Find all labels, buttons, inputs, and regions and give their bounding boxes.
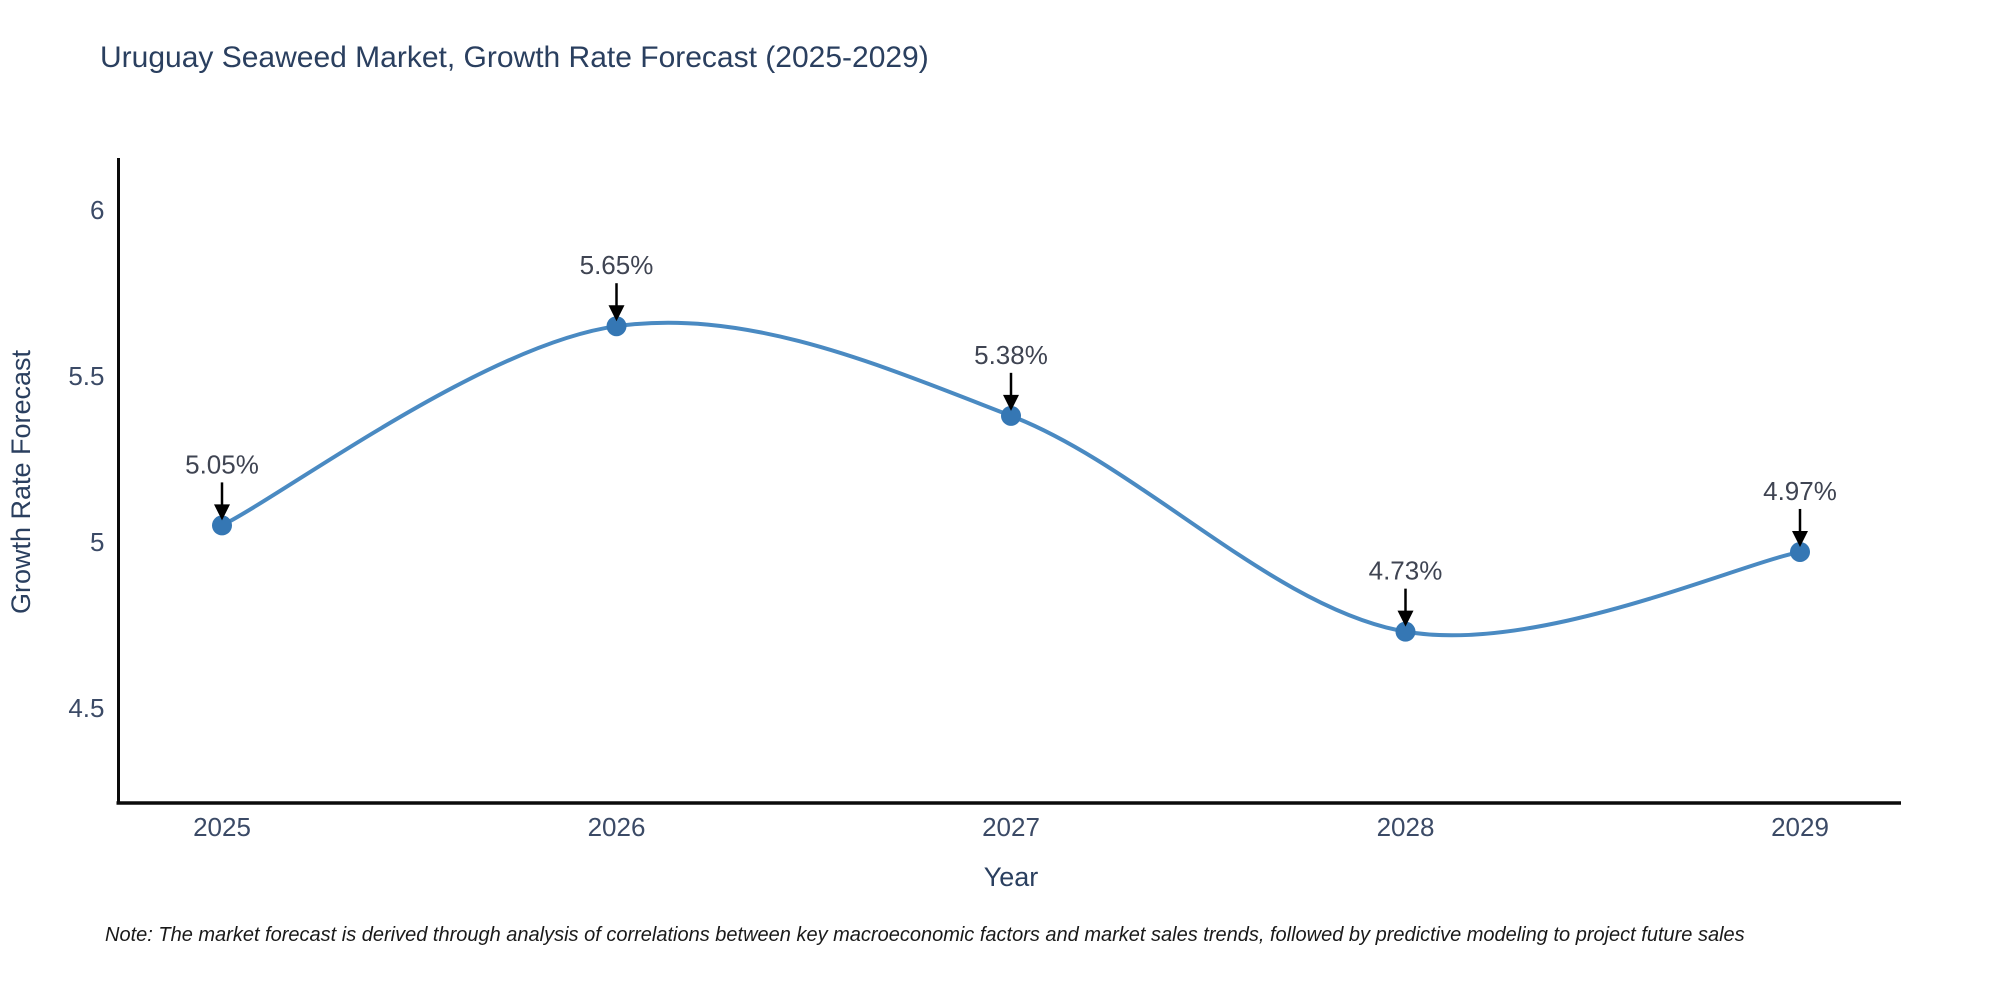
annotation-arrowhead [608,305,625,322]
chart-title: Uruguay Seaweed Market, Growth Rate Fore… [100,41,929,74]
y-tick-label: 4.5 [68,693,104,723]
data-point-marker [1395,621,1416,642]
x-axis-title: Year [984,862,1039,892]
data-point-label: 5.65% [580,250,654,280]
plot-area: 4.5 5 5.5 6 2025 2026 2027 2028 2029 5.05% 5.65% 5.… [68,158,1901,842]
y-tick-label: 5 [90,527,104,557]
annotation-arrowhead [1003,394,1019,411]
data-point-marker [1790,541,1810,562]
data-point-marker [1001,405,1021,426]
annotation-arrowhead [1792,530,1808,547]
data-point-marker [212,515,232,536]
data-point-label: 5.38% [974,340,1048,370]
data-point-marker [606,316,627,337]
x-tick-label: 2027 [982,812,1040,842]
x-tick-label: 2025 [193,812,251,842]
data-point-label: 5.05% [185,449,259,479]
data-point-label: 4.97% [1763,476,1837,506]
x-tick-label: 2029 [1771,812,1829,842]
y-axis-title: Growth Rate Forecast [6,349,36,614]
y-tick-label: 6 [90,195,104,225]
data-point-label: 4.73% [1369,556,1443,586]
annotation-arrowhead [214,504,230,521]
y-tick-label: 5.5 [68,361,104,391]
x-tick-label: 2026 [588,812,646,842]
annotation-arrowhead [1397,610,1414,627]
x-tick-label: 2028 [1377,812,1435,842]
footnote: Note: The market forecast is derived thr… [105,924,1745,946]
